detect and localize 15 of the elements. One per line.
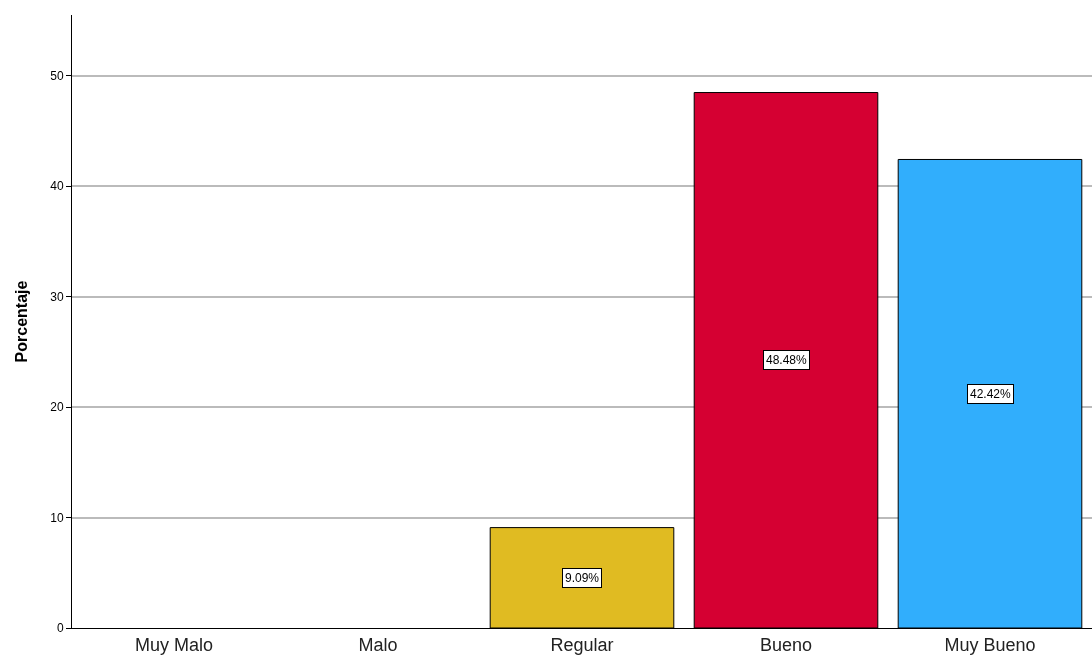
x-tick-label: Malo xyxy=(358,634,398,655)
y-tick-label: 30 xyxy=(50,289,64,304)
x-tick-label: Regular xyxy=(550,634,614,655)
y-tick-label: 20 xyxy=(50,400,64,415)
y-tick-label: 50 xyxy=(50,68,64,83)
data-label: 48.48% xyxy=(766,353,808,367)
y-tick-label: 0 xyxy=(56,621,64,636)
y-axis-title: Porcentaje xyxy=(13,280,31,363)
x-tick-label: Bueno xyxy=(759,634,813,655)
data-label: 42.42% xyxy=(970,387,1012,401)
x-tick-label: Muy Bueno xyxy=(944,634,1036,655)
data-label: 9.09% xyxy=(565,571,600,585)
x-tick-label: Muy Malo xyxy=(134,634,214,655)
y-tick-label: 40 xyxy=(50,179,64,194)
y-tick-label: 10 xyxy=(50,510,64,525)
